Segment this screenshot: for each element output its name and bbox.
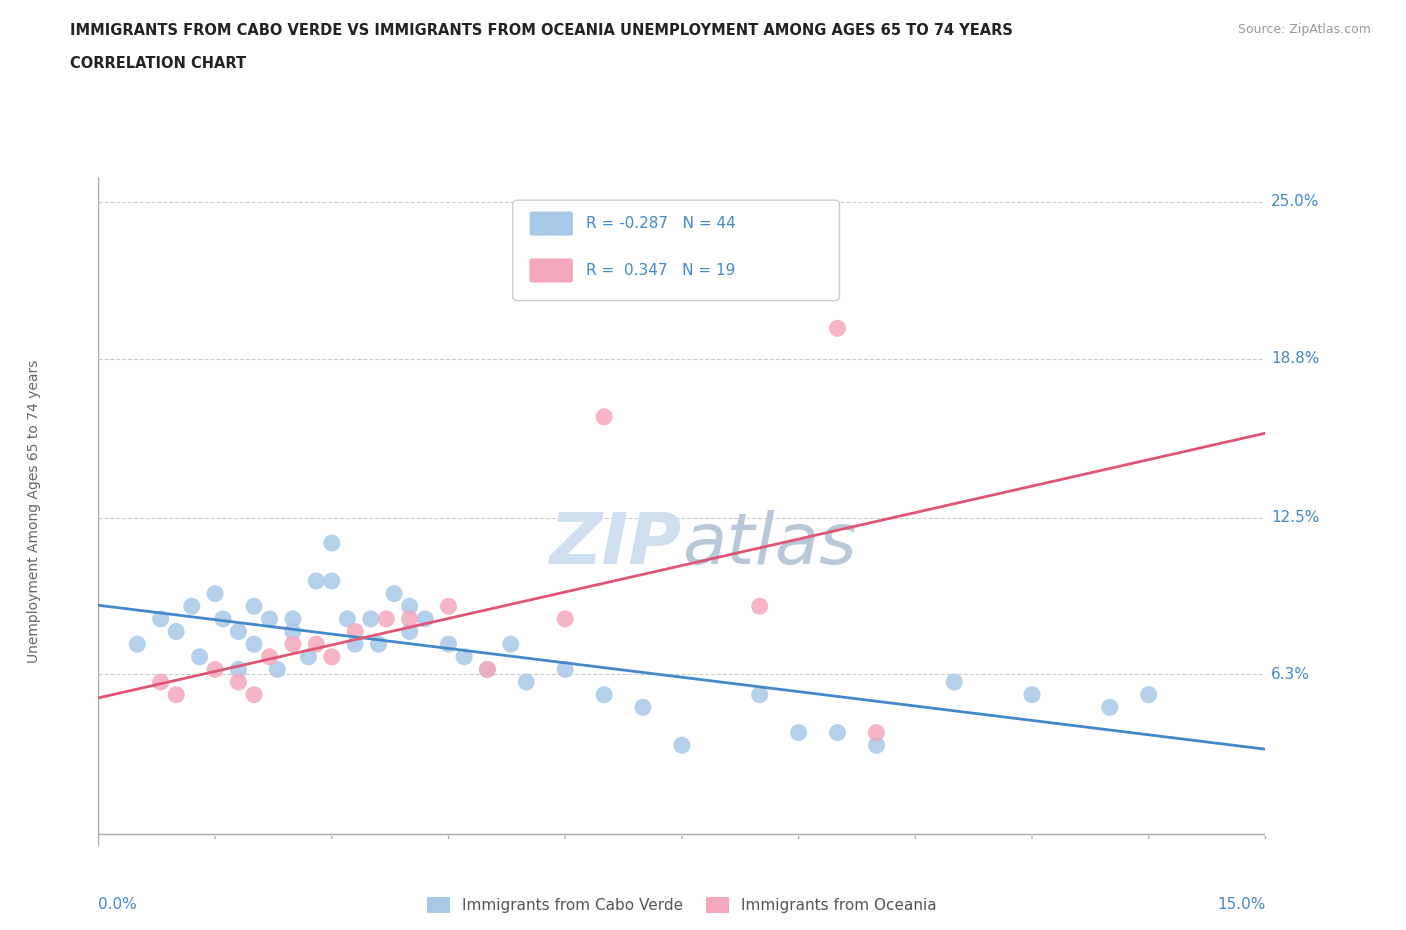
- Point: [266, 662, 288, 677]
- Point: [228, 662, 250, 677]
- Point: [367, 637, 389, 652]
- FancyBboxPatch shape: [513, 200, 839, 300]
- Point: [1021, 687, 1043, 702]
- Text: R = -0.287   N = 44: R = -0.287 N = 44: [586, 216, 735, 231]
- Text: 6.3%: 6.3%: [1271, 667, 1310, 682]
- Point: [305, 637, 328, 652]
- Point: [554, 611, 576, 626]
- Point: [453, 649, 475, 664]
- Point: [827, 725, 849, 740]
- Point: [1137, 687, 1160, 702]
- Point: [398, 611, 420, 626]
- Point: [787, 725, 810, 740]
- Text: R =  0.347   N = 19: R = 0.347 N = 19: [586, 263, 735, 278]
- Point: [243, 637, 266, 652]
- Point: [305, 574, 328, 589]
- Text: 12.5%: 12.5%: [1271, 511, 1320, 525]
- Point: [228, 674, 250, 689]
- Point: [437, 637, 460, 652]
- Text: IMMIGRANTS FROM CABO VERDE VS IMMIGRANTS FROM OCEANIA UNEMPLOYMENT AMONG AGES 65: IMMIGRANTS FROM CABO VERDE VS IMMIGRANTS…: [70, 23, 1014, 38]
- Text: Unemployment Among Ages 65 to 74 years: Unemployment Among Ages 65 to 74 years: [27, 360, 41, 663]
- Point: [375, 611, 398, 626]
- Point: [827, 321, 849, 336]
- Point: [204, 662, 226, 677]
- Point: [204, 586, 226, 601]
- Text: CORRELATION CHART: CORRELATION CHART: [70, 56, 246, 71]
- Text: 0.0%: 0.0%: [98, 897, 138, 911]
- Point: [437, 599, 460, 614]
- Point: [593, 409, 616, 424]
- Point: [865, 725, 887, 740]
- Point: [748, 599, 770, 614]
- Point: [321, 574, 343, 589]
- Point: [398, 624, 420, 639]
- Point: [180, 599, 202, 614]
- Point: [515, 674, 537, 689]
- Point: [188, 649, 211, 664]
- Point: [243, 687, 266, 702]
- Text: 25.0%: 25.0%: [1271, 194, 1320, 209]
- Point: [259, 611, 281, 626]
- Point: [321, 536, 343, 551]
- Point: [165, 624, 187, 639]
- Point: [344, 637, 367, 652]
- Point: [212, 611, 235, 626]
- Point: [281, 637, 304, 652]
- Point: [499, 637, 522, 652]
- FancyBboxPatch shape: [530, 259, 572, 282]
- Point: [344, 624, 367, 639]
- Point: [865, 737, 887, 752]
- Point: [360, 611, 382, 626]
- Point: [321, 649, 343, 664]
- Point: [243, 599, 266, 614]
- Point: [593, 687, 616, 702]
- Point: [477, 662, 499, 677]
- Point: [748, 687, 770, 702]
- Point: [413, 611, 436, 626]
- FancyBboxPatch shape: [530, 212, 572, 235]
- Point: [1098, 700, 1121, 715]
- Text: atlas: atlas: [682, 511, 856, 579]
- Text: 18.8%: 18.8%: [1271, 352, 1320, 366]
- Point: [398, 599, 420, 614]
- Point: [149, 611, 172, 626]
- Point: [165, 687, 187, 702]
- Point: [281, 611, 304, 626]
- Point: [382, 586, 405, 601]
- Point: [127, 637, 149, 652]
- Point: [297, 649, 319, 664]
- Text: Source: ZipAtlas.com: Source: ZipAtlas.com: [1237, 23, 1371, 36]
- Point: [631, 700, 654, 715]
- Point: [554, 662, 576, 677]
- Point: [943, 674, 966, 689]
- Point: [228, 624, 250, 639]
- Text: 15.0%: 15.0%: [1218, 897, 1265, 911]
- Point: [336, 611, 359, 626]
- Legend: Immigrants from Cabo Verde, Immigrants from Oceania: Immigrants from Cabo Verde, Immigrants f…: [420, 891, 943, 919]
- Text: ZIP: ZIP: [550, 511, 682, 579]
- Point: [259, 649, 281, 664]
- Point: [281, 624, 304, 639]
- Point: [149, 674, 172, 689]
- Point: [477, 662, 499, 677]
- Point: [671, 737, 693, 752]
